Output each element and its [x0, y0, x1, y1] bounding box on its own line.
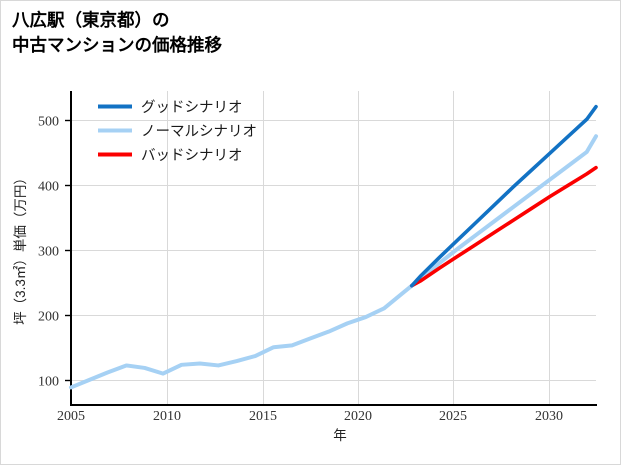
y-tick-100: 100 [38, 375, 59, 390]
y-tick-500: 500 [38, 115, 59, 130]
axis-lines [70, 91, 597, 406]
x-tick-2025: 2025 [439, 409, 467, 424]
series-line-good [409, 104, 598, 288]
legend-label-bad: バッドシナリオ [141, 148, 243, 164]
chart-legend: グッドシナリオ ノーマルシナリオ バッドシナリオ [98, 99, 257, 164]
y-tick-400: 400 [38, 180, 59, 195]
y-axis-title: 坪（3.3㎡）単価（万円） [13, 171, 28, 325]
series-paths [69, 104, 598, 390]
chart-title-line-2: 中古マンションの価格推移 [12, 35, 222, 55]
chart-title-line-1: 八広駅（東京都）の [12, 10, 170, 30]
legend-label-good: グッドシナリオ [141, 99, 243, 116]
series-line-normal [69, 134, 598, 390]
y-axis-tick-labels: 500 400 300 200 100 [38, 115, 59, 390]
x-tick-2030: 2030 [535, 409, 563, 424]
x-tick-2020: 2020 [344, 409, 372, 424]
x-tick-2010: 2010 [153, 409, 181, 424]
chart-title: 八広駅（東京都）の 中古マンションの価格推移 [12, 8, 222, 58]
x-tick-2005: 2005 [57, 409, 85, 424]
y-tick-200: 200 [38, 310, 59, 325]
x-axis-title: 年 [333, 428, 347, 443]
series-line-bad [409, 165, 598, 288]
x-axis-tick-labels: 2005 2010 2015 2020 2025 2030 [57, 409, 563, 424]
y-axis-ticks [65, 119, 71, 382]
legend-label-normal: ノーマルシナリオ [141, 124, 257, 140]
y-tick-300: 300 [38, 245, 59, 260]
x-tick-2015: 2015 [249, 409, 277, 424]
grid-horizontal [71, 120, 596, 381]
